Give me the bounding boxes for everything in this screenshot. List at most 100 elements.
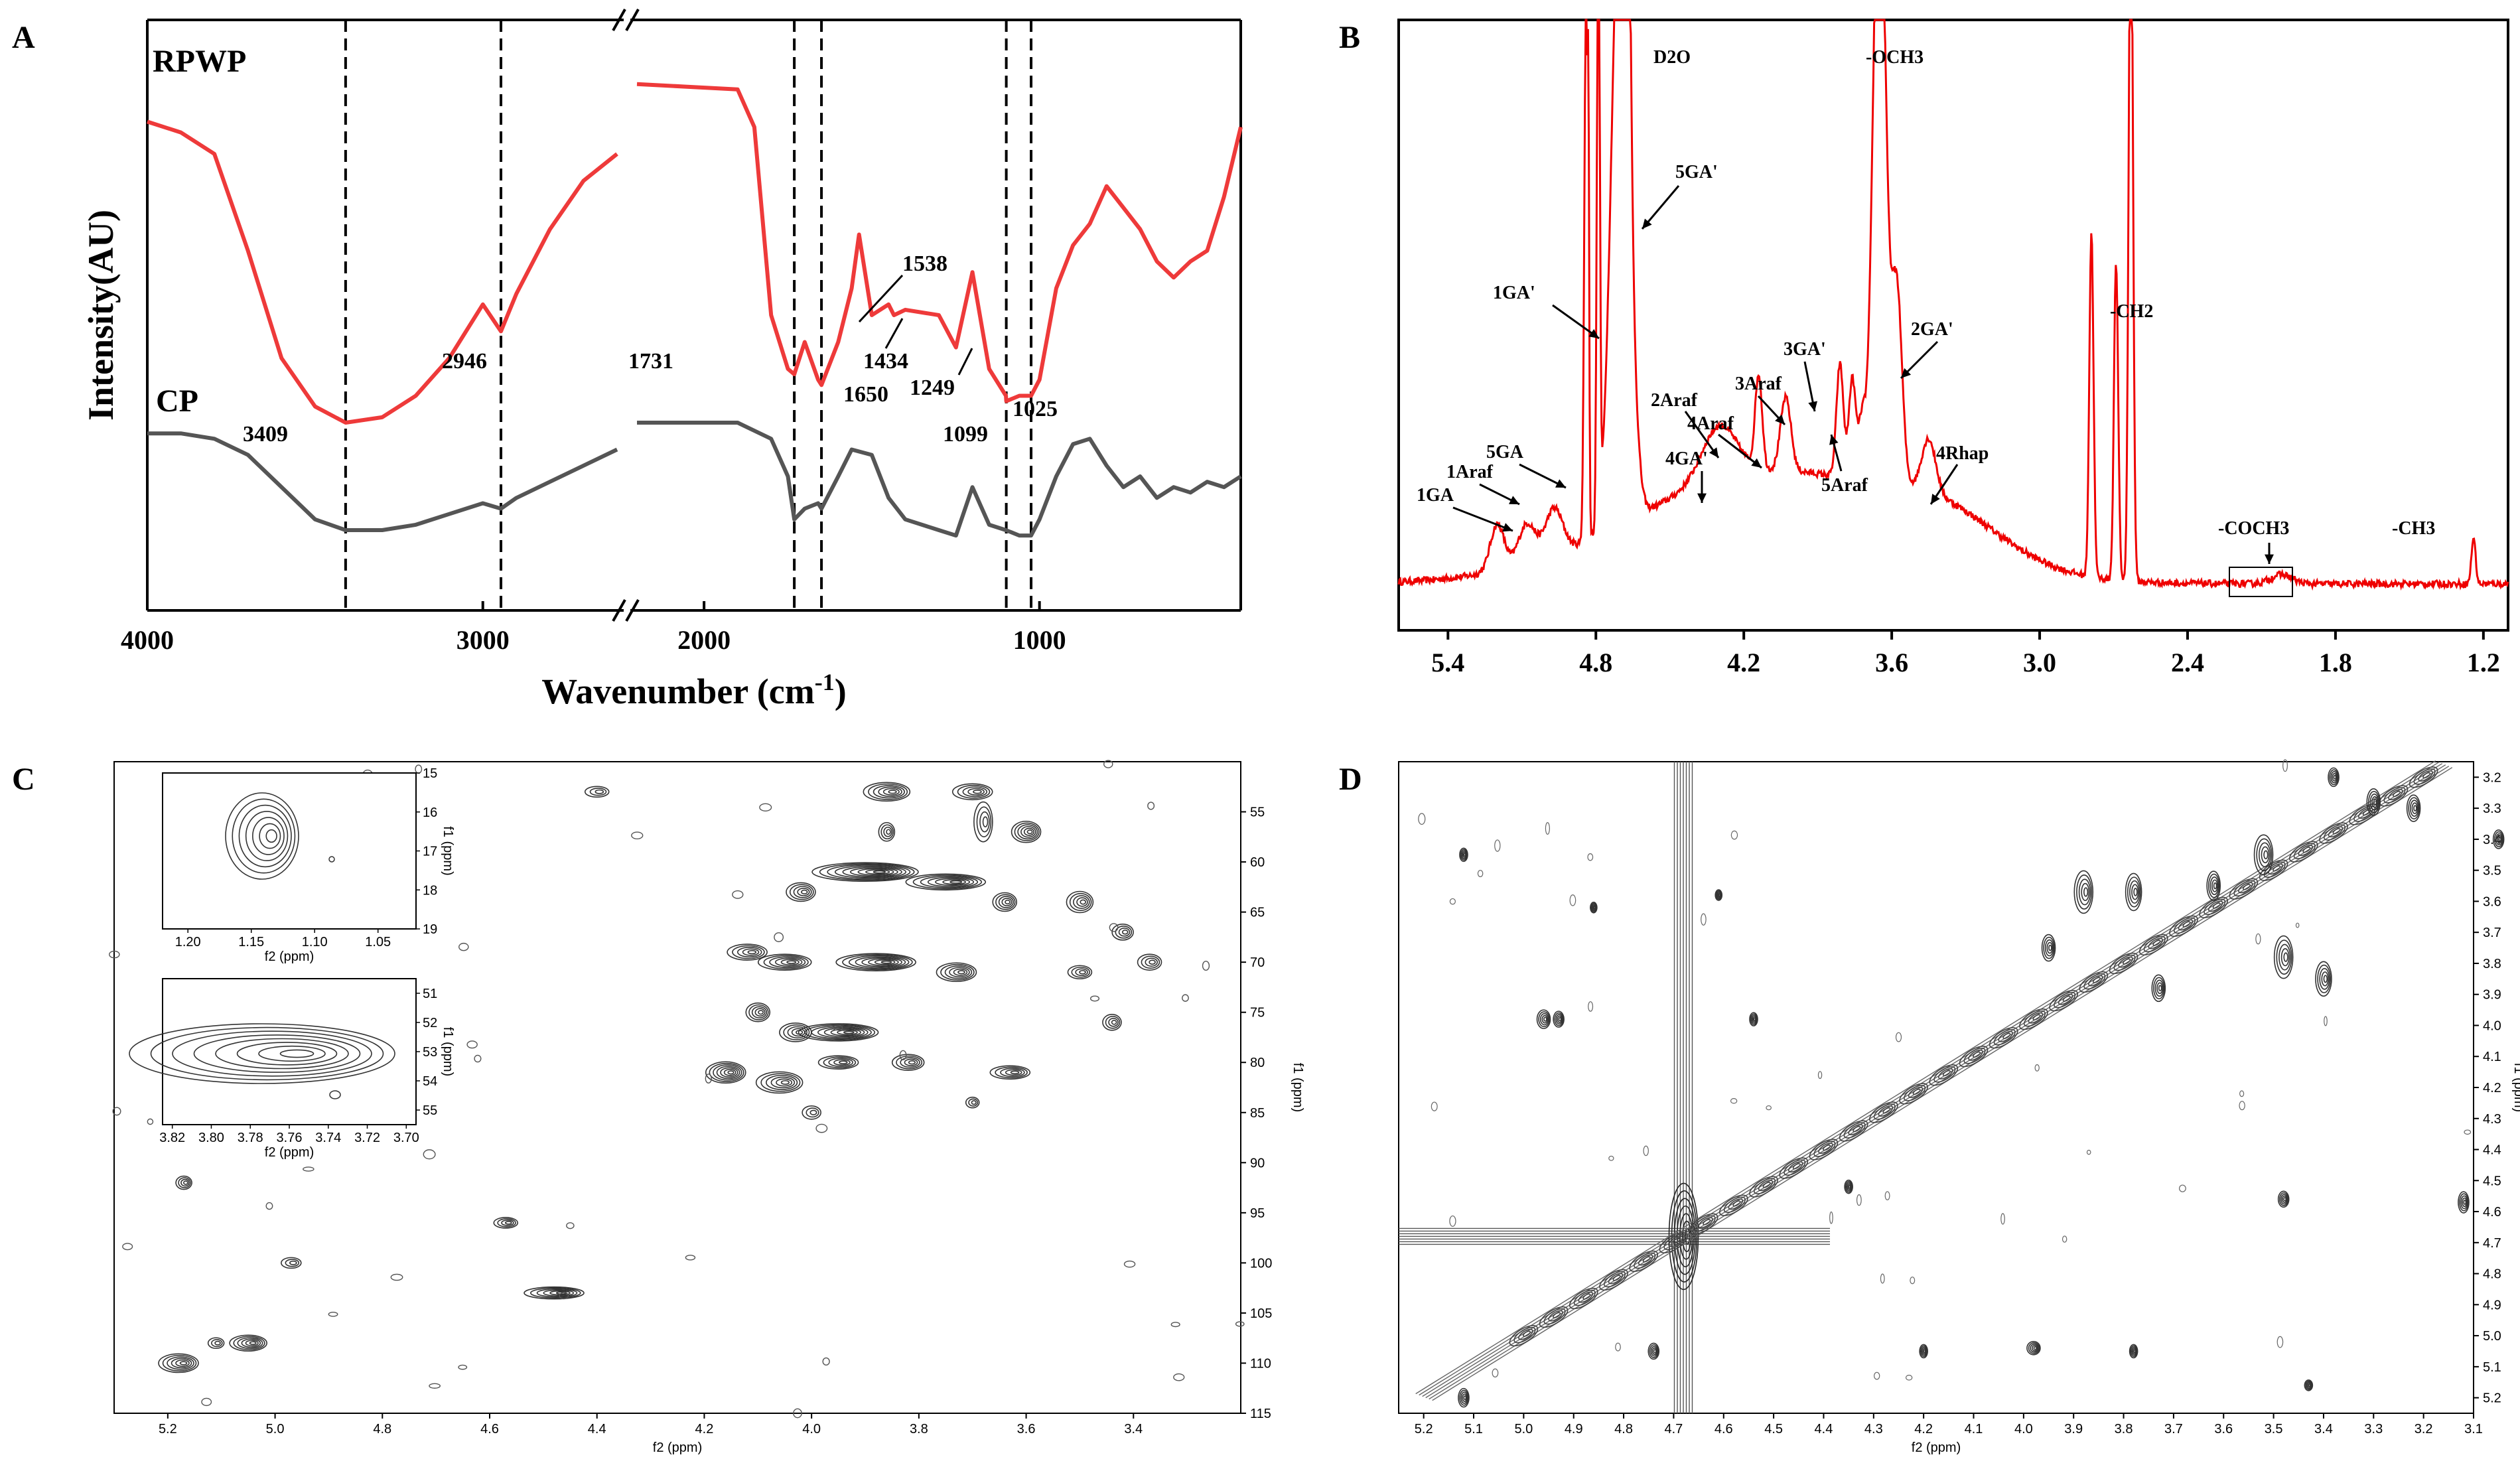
diagonal-peak — [2238, 882, 2253, 894]
cosy-cross-peak — [2308, 1383, 2311, 1387]
hsqc-cross-peak — [709, 1062, 744, 1082]
hsqc-cross-peak — [878, 821, 896, 842]
noise-contour — [1569, 894, 1576, 906]
diagonal-peak — [2328, 826, 2344, 838]
y-tick-label: 4.8 — [2483, 1267, 2501, 1282]
diagonal-peak — [1853, 1125, 1861, 1133]
axis-break-mark — [625, 9, 640, 31]
cosy-cross-peak — [2207, 873, 2220, 898]
x-axis-label: f2 (ppm) — [1912, 1440, 1961, 1455]
inset-cross-peak — [150, 1026, 384, 1081]
noise-contour — [1089, 995, 1100, 1002]
hsqc-cross-peak — [789, 884, 814, 900]
leader-line-1249 — [957, 348, 973, 376]
y-tick-label: 5.0 — [2483, 1329, 2501, 1344]
hsqc-cross-peak — [162, 1354, 197, 1371]
noise-contour — [1766, 1105, 1772, 1111]
hsqc-cross-peak — [908, 1060, 916, 1065]
cosy-cross-peak — [2209, 876, 2219, 896]
hsqc-cross-peak — [936, 962, 977, 983]
diagonal-peak — [2413, 768, 2436, 785]
diagonal-peak — [1629, 1250, 1659, 1272]
hsqc-cross-peak — [285, 1259, 300, 1267]
hsqc-cross-peak — [233, 1336, 265, 1351]
noise-contour — [566, 1222, 575, 1229]
inset-x-tick-label: 3.72 — [354, 1131, 380, 1145]
peak-label: 5GA — [1486, 442, 1524, 462]
diagonal-peak — [1578, 1291, 1594, 1303]
hsqc-cross-peak — [748, 1004, 769, 1020]
hsqc-cross-peak — [817, 1055, 859, 1070]
diagonal-peak — [1787, 1161, 1803, 1173]
hsqc-cross-peak — [249, 1341, 257, 1346]
hsqc-cross-peak — [1000, 1068, 1025, 1078]
hsqc-cross-peak — [229, 1334, 267, 1352]
noise-contour — [1905, 1374, 1913, 1381]
hsqc-cross-peak — [241, 1338, 261, 1348]
diagonal-peak — [1693, 1215, 1716, 1232]
diagonal-contour — [1422, 763, 2443, 1397]
cosy-cross-peak — [1463, 853, 1466, 857]
cosy-cross-peak — [2127, 876, 2141, 908]
diagonal-peak — [2204, 898, 2226, 916]
noise-contour — [759, 803, 772, 811]
cosy-cross-peak — [2261, 846, 2270, 864]
hsqc-cross-peak — [1079, 969, 1086, 975]
hsqc-cross-peak — [780, 1080, 790, 1085]
hsqc-cross-peak — [865, 869, 890, 875]
cosy-cross-peak — [2305, 1380, 2313, 1391]
noise-contour — [147, 1118, 154, 1125]
hsqc-cross-peak — [1080, 899, 1087, 905]
hsqc-cross-peak — [817, 1026, 869, 1038]
noise-contour — [815, 1123, 828, 1133]
x-tick-label: 3.6 — [2214, 1422, 2233, 1436]
diagonal-peak — [1959, 1046, 1989, 1068]
hsqc-cross-peak — [968, 1098, 979, 1107]
diagonal-peak — [2123, 958, 2131, 965]
x-axis-label: f2 (ppm) — [653, 1440, 702, 1455]
hsqc-cross-peak — [927, 876, 975, 887]
hsqc-cross-peak — [868, 958, 899, 966]
x-tick-label: 1000 — [1013, 625, 1066, 655]
hsqc-cross-peak — [1149, 959, 1156, 965]
x-tick-label: 3.2 — [2415, 1422, 2433, 1436]
noise-contour — [2464, 1129, 2472, 1135]
hsqc-cross-peak — [1105, 1016, 1121, 1029]
x-tick-label: 5.2 — [159, 1422, 177, 1436]
diagonal-peak — [1543, 1308, 1566, 1325]
diagonal-peak — [1719, 1194, 1748, 1216]
diagonal-peak — [1513, 1326, 1536, 1344]
x-tick-label: 4.2 — [1914, 1422, 1933, 1436]
inset-cross-peak — [245, 811, 289, 861]
x-tick-label: 3.7 — [2164, 1422, 2183, 1436]
cosy-cross-peak — [2329, 769, 2339, 786]
inset-cross-peak — [172, 1030, 372, 1077]
y-tick-label: 60 — [1250, 855, 1265, 870]
cosy-cross-peak — [2332, 772, 2338, 782]
peak-label: -CH2 — [2110, 301, 2153, 322]
y-tick-label: 4.5 — [2483, 1174, 2501, 1188]
cosy-cross-peak — [2153, 977, 2165, 1000]
noise-contour — [732, 890, 744, 899]
x-tick-label: 4.3 — [1864, 1422, 1883, 1436]
panel-c-frame — [113, 761, 1241, 1414]
hsqc-cross-peak — [944, 965, 973, 979]
hsqc-cross-peak — [705, 1061, 746, 1084]
axis-break-mark — [612, 599, 626, 622]
y-tick-label: 105 — [1250, 1306, 1272, 1321]
diagonal-peak — [2083, 973, 2106, 990]
inset-x-axis-label: f2 (ppm) — [265, 1145, 314, 1160]
cosy-cross-peak — [1536, 1009, 1551, 1029]
annotation-1731: 1731 — [628, 349, 673, 374]
diagonal-peak — [2302, 847, 2311, 853]
hsqc-cross-peak — [175, 1175, 192, 1190]
hsqc-cross-peak — [796, 1030, 804, 1035]
noise-contour — [705, 1074, 712, 1083]
diagonal-peak — [2088, 975, 2103, 987]
cosy-cross-peak — [2276, 940, 2292, 975]
cosy-cross-peak — [2131, 1346, 2137, 1356]
inset-x-tick-label: 3.76 — [277, 1131, 303, 1145]
hsqc-cross-peak — [758, 1010, 764, 1015]
diagonal-peak — [1582, 1293, 1591, 1300]
cosy-cross-peak — [1920, 1345, 1928, 1358]
